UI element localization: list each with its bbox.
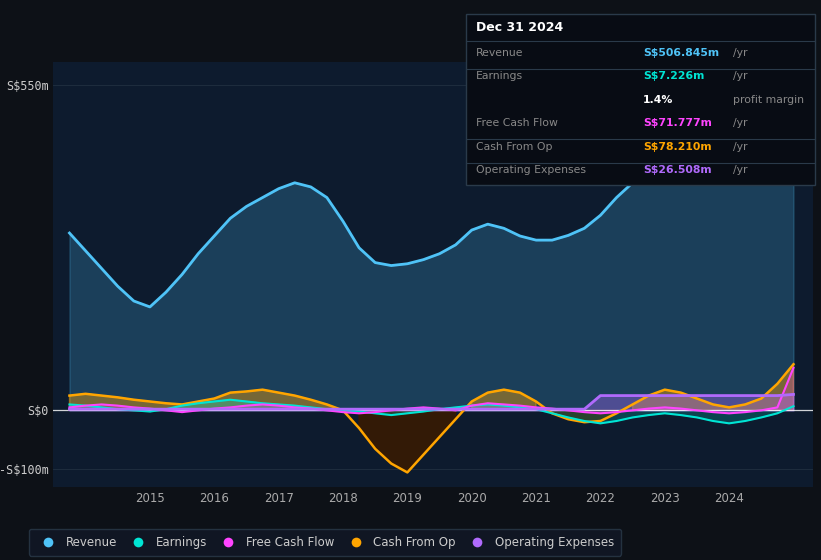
Text: S$7.226m: S$7.226m [643,71,704,81]
Text: Cash From Op: Cash From Op [476,142,553,152]
Text: /yr: /yr [733,142,748,152]
Text: /yr: /yr [733,71,748,81]
Text: Dec 31 2024: Dec 31 2024 [476,21,563,34]
Text: /yr: /yr [733,165,748,175]
Text: profit margin: profit margin [733,95,804,105]
Text: Operating Expenses: Operating Expenses [476,165,586,175]
Text: S$506.845m: S$506.845m [643,48,719,58]
Text: /yr: /yr [733,118,748,128]
Text: Revenue: Revenue [476,48,524,58]
Legend: Revenue, Earnings, Free Cash Flow, Cash From Op, Operating Expenses: Revenue, Earnings, Free Cash Flow, Cash … [29,529,621,556]
Text: S$71.777m: S$71.777m [643,118,712,128]
Text: S$26.508m: S$26.508m [643,165,712,175]
Text: S$78.210m: S$78.210m [643,142,712,152]
Text: 1.4%: 1.4% [643,95,673,105]
Text: /yr: /yr [733,48,748,58]
Text: Free Cash Flow: Free Cash Flow [476,118,558,128]
Text: Earnings: Earnings [476,71,523,81]
